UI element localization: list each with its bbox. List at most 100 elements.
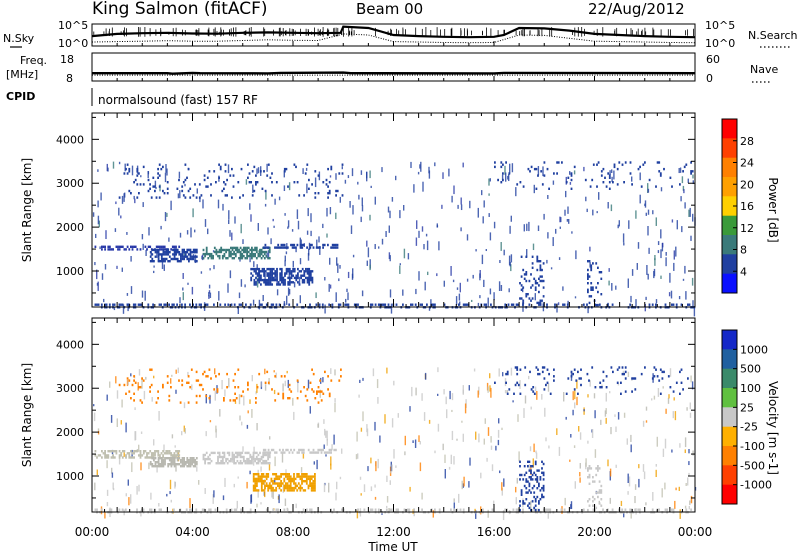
echo-speckle: [209, 268, 211, 271]
echo-cell: [157, 463, 160, 466]
colorbar-segment: [722, 273, 737, 294]
echo-cell: [301, 486, 303, 490]
echo-speckle: [664, 482, 666, 490]
echo-cell: [262, 451, 265, 454]
echo-cell: [600, 484, 603, 488]
echo-cell: [149, 260, 152, 263]
echo-cell: [289, 477, 292, 481]
echo-speckle: [256, 279, 259, 288]
echo-speckle: [692, 213, 694, 222]
echo-cell: [283, 170, 286, 173]
echo-cell: [337, 303, 340, 306]
echo-speckle: [532, 243, 535, 251]
echo-cell: [167, 450, 169, 453]
echo-speckle: [601, 384, 603, 387]
echo-cell: [453, 508, 455, 511]
echo-cell: [173, 461, 176, 464]
echo-cell: [274, 451, 276, 454]
echo-speckle: [249, 399, 251, 404]
echo-cell: [264, 243, 267, 247]
echo-cell: [147, 456, 150, 459]
echo-cell: [327, 451, 329, 454]
echo-cell: [520, 275, 523, 278]
echo-cell: [168, 457, 171, 460]
echo-speckle: [451, 195, 453, 203]
echo-cell: [195, 394, 198, 398]
echo-speckle: [275, 372, 277, 379]
echo-cell: [184, 303, 186, 306]
echo-speckle: [508, 255, 511, 266]
echo-speckle: [339, 476, 342, 480]
echo-cell: [680, 368, 683, 371]
echo-cell: [176, 187, 179, 190]
echo-cell: [154, 248, 157, 252]
echo-speckle: [97, 281, 99, 291]
echo-cell: [256, 267, 259, 271]
echo-cell: [522, 268, 525, 272]
echo-cell: [215, 375, 217, 378]
echo-speckle: [213, 265, 215, 270]
echo-cell: [181, 303, 183, 306]
echo-speckle: [510, 215, 512, 222]
echo-cell: [541, 467, 543, 470]
echo-cell: [207, 252, 210, 256]
echo-cell: [213, 246, 216, 250]
echo-cell: [120, 452, 123, 455]
echo-speckle: [662, 386, 664, 389]
echo-cell: [248, 172, 251, 175]
echo-speckle: [436, 223, 438, 228]
echo-cell: [322, 448, 324, 452]
echo-cell: [168, 303, 170, 306]
velocity-x-ticks: [91, 318, 696, 512]
echo-cell: [118, 245, 121, 248]
echo-cell: [264, 283, 267, 286]
echo-cell: [239, 462, 242, 465]
echo-speckle: [307, 379, 310, 389]
echo-cell: [260, 257, 263, 260]
echo-cell: [289, 484, 292, 487]
echo-cell: [271, 283, 273, 286]
echo-cell: [637, 508, 640, 511]
echo-speckle: [654, 255, 656, 261]
echo-cell: [256, 181, 259, 184]
echo-speckle: [657, 241, 660, 246]
echo-speckle: [638, 464, 640, 469]
echo-speckle: [607, 459, 609, 467]
echo-cell: [531, 465, 534, 468]
echo-cell: [149, 386, 151, 389]
echo-cell: [659, 174, 662, 177]
echo-cell: [293, 181, 296, 184]
echo-cell: [525, 480, 528, 483]
echo-cell: [250, 181, 252, 184]
echo-cell: [168, 452, 171, 455]
echo-cell: [595, 286, 598, 289]
echo-cell: [298, 194, 301, 197]
echo-cell: [104, 450, 106, 453]
echo-cell: [282, 397, 285, 400]
echo-cell: [178, 178, 180, 182]
echo-cell: [213, 170, 216, 173]
echo-cell: [539, 260, 542, 263]
echo-cell: [178, 454, 181, 457]
echo-speckle: [507, 175, 509, 180]
echo-cell: [519, 504, 521, 507]
echo-cell: [606, 303, 609, 306]
echo-speckle: [361, 205, 364, 212]
echo-cell: [679, 392, 681, 395]
echo-cell: [181, 185, 184, 188]
echo-cell: [234, 246, 237, 250]
colorbar-segment: [722, 157, 737, 178]
echo-speckle: [227, 283, 229, 293]
echo-speckle: [202, 199, 204, 209]
echo-speckle: [142, 243, 144, 250]
echo-cell: [265, 453, 268, 457]
echo-speckle: [653, 395, 656, 400]
echo-cell: [592, 163, 595, 166]
echo-speckle: [399, 265, 401, 274]
echo-speckle: [572, 409, 574, 416]
echo-cell: [263, 462, 266, 465]
echo-speckle: [678, 168, 680, 174]
echo-cell: [264, 475, 266, 478]
y-tick-label: 2000: [56, 426, 84, 439]
echo-cell: [179, 401, 182, 404]
